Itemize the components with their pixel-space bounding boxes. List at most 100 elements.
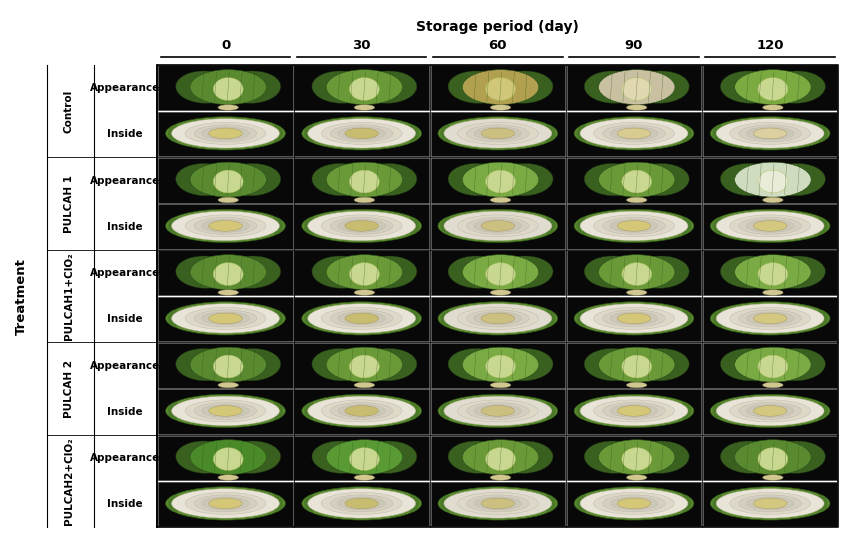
Ellipse shape (474, 497, 522, 510)
Ellipse shape (326, 440, 403, 474)
Ellipse shape (753, 221, 787, 231)
Text: Appearance: Appearance (90, 176, 160, 186)
Ellipse shape (753, 498, 787, 509)
Ellipse shape (814, 310, 828, 327)
Ellipse shape (490, 105, 511, 110)
Ellipse shape (312, 71, 370, 103)
Ellipse shape (576, 125, 591, 142)
Ellipse shape (610, 127, 658, 140)
Ellipse shape (438, 209, 557, 242)
FancyBboxPatch shape (567, 481, 701, 526)
FancyBboxPatch shape (158, 389, 293, 434)
Ellipse shape (541, 403, 556, 419)
Ellipse shape (444, 396, 551, 426)
Ellipse shape (541, 310, 556, 327)
Ellipse shape (603, 495, 665, 512)
Ellipse shape (330, 310, 393, 327)
Ellipse shape (814, 495, 828, 512)
Ellipse shape (440, 495, 454, 512)
Text: 90: 90 (625, 39, 643, 52)
Ellipse shape (593, 122, 675, 144)
Ellipse shape (350, 170, 380, 193)
Ellipse shape (302, 394, 421, 427)
Ellipse shape (345, 128, 379, 138)
Ellipse shape (466, 403, 529, 419)
FancyBboxPatch shape (158, 112, 293, 156)
FancyBboxPatch shape (703, 250, 837, 295)
Ellipse shape (208, 498, 243, 509)
Ellipse shape (617, 128, 651, 138)
Ellipse shape (172, 304, 279, 333)
Ellipse shape (762, 382, 783, 388)
Ellipse shape (185, 400, 266, 422)
Ellipse shape (734, 440, 811, 474)
Ellipse shape (486, 78, 516, 101)
Ellipse shape (617, 498, 651, 509)
Ellipse shape (626, 197, 647, 203)
FancyBboxPatch shape (294, 389, 429, 434)
Ellipse shape (338, 127, 386, 140)
Ellipse shape (721, 256, 779, 288)
Ellipse shape (214, 170, 243, 193)
Ellipse shape (474, 312, 522, 325)
Text: PULCAH 2: PULCAH 2 (64, 360, 74, 418)
Ellipse shape (598, 70, 675, 104)
Ellipse shape (172, 118, 279, 148)
Ellipse shape (214, 448, 243, 471)
Ellipse shape (405, 125, 420, 142)
Ellipse shape (172, 396, 279, 426)
FancyBboxPatch shape (703, 65, 837, 110)
Ellipse shape (585, 256, 643, 288)
Text: Inside: Inside (107, 499, 143, 509)
Ellipse shape (176, 348, 234, 381)
Ellipse shape (269, 125, 283, 142)
Ellipse shape (321, 492, 403, 514)
Ellipse shape (166, 487, 285, 520)
FancyBboxPatch shape (158, 158, 293, 202)
Ellipse shape (308, 304, 415, 333)
Ellipse shape (166, 117, 285, 150)
Ellipse shape (711, 209, 830, 242)
Ellipse shape (330, 217, 393, 234)
Ellipse shape (326, 255, 403, 289)
Ellipse shape (345, 313, 379, 324)
Ellipse shape (622, 263, 652, 286)
Ellipse shape (214, 263, 243, 286)
FancyBboxPatch shape (294, 204, 429, 249)
Ellipse shape (269, 403, 283, 419)
Ellipse shape (326, 162, 403, 197)
Text: Treatment: Treatment (14, 258, 28, 335)
Ellipse shape (214, 78, 243, 101)
Ellipse shape (202, 405, 249, 417)
Ellipse shape (631, 256, 689, 288)
Ellipse shape (457, 215, 539, 237)
Text: Appearance: Appearance (90, 83, 160, 93)
FancyBboxPatch shape (158, 204, 293, 249)
Text: PULCAH1+ClO₂: PULCAH1+ClO₂ (64, 253, 74, 340)
Ellipse shape (603, 310, 665, 327)
Ellipse shape (626, 382, 647, 388)
Ellipse shape (494, 71, 553, 103)
FancyBboxPatch shape (294, 112, 429, 156)
Ellipse shape (677, 125, 692, 142)
Ellipse shape (172, 211, 279, 241)
Ellipse shape (448, 348, 506, 381)
Ellipse shape (576, 217, 591, 234)
FancyBboxPatch shape (567, 436, 701, 480)
Ellipse shape (631, 71, 689, 103)
Ellipse shape (762, 290, 783, 295)
Ellipse shape (345, 221, 379, 231)
Ellipse shape (308, 211, 415, 241)
FancyBboxPatch shape (703, 436, 837, 480)
Ellipse shape (208, 221, 243, 231)
Ellipse shape (580, 304, 688, 333)
Ellipse shape (494, 256, 553, 288)
Text: PULCAH2+ClO₂: PULCAH2+ClO₂ (64, 438, 74, 525)
Ellipse shape (734, 70, 811, 104)
Ellipse shape (746, 220, 794, 232)
Ellipse shape (405, 495, 420, 512)
Ellipse shape (222, 441, 281, 473)
Ellipse shape (598, 255, 675, 289)
Ellipse shape (677, 495, 692, 512)
Ellipse shape (490, 382, 511, 388)
